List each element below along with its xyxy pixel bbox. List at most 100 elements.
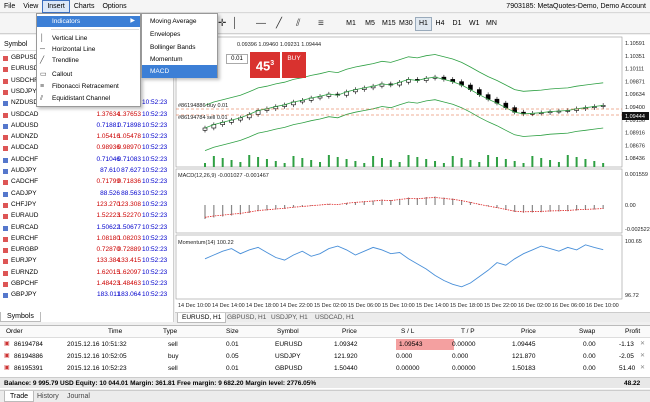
quote-time: 10:52:23 xyxy=(142,200,168,208)
symbol-row[interactable]: EURUSD xyxy=(0,63,174,75)
column-sl[interactable]: S / L xyxy=(401,328,415,335)
horizontal-line-tool-icon[interactable]: — xyxy=(256,18,266,29)
direction-icon xyxy=(3,225,8,231)
menu-item-bollinger-bands[interactable]: Bollinger Bands xyxy=(150,44,196,51)
column-order[interactable]: Order xyxy=(6,328,23,335)
tab-history[interactable]: History xyxy=(37,393,59,400)
chart-tab-eurusd[interactable]: EURUSD, H1 xyxy=(177,313,227,323)
symbol-row[interactable]: GBPUSD xyxy=(0,52,174,64)
chart-tab-usdjpy[interactable]: USDJPY, H1 xyxy=(271,314,308,321)
cursor-tool-icon[interactable]: ✛ xyxy=(218,18,227,29)
channel-tool-icon[interactable]: ⫽ xyxy=(296,18,301,29)
lot-size-field[interactable]: 0.01 xyxy=(226,54,248,64)
symbol-row[interactable]: USDCHF xyxy=(0,75,174,87)
tab-trade[interactable]: Trade xyxy=(4,391,35,402)
volume-bar xyxy=(434,161,437,167)
ask-price: 1.48463 xyxy=(117,280,142,287)
bollinger-lower-line xyxy=(204,99,604,151)
symbol-row[interactable]: CHFJPY 123.270 123.308 10:52:23 xyxy=(0,199,174,211)
bollinger-middle-line xyxy=(204,76,604,129)
timeframe-m5[interactable]: M5 xyxy=(365,20,375,27)
chart-tab-usdcad[interactable]: USDCAD, H1 xyxy=(315,314,355,321)
menu-item-horizontal-line[interactable]: ─ Horizontal Line xyxy=(37,44,140,55)
fibonacci-tool-icon[interactable]: ≡ xyxy=(318,18,324,29)
menu-options[interactable]: Options xyxy=(102,2,127,10)
symbol-row[interactable]: GBPCHF 1.48423 1.48463 10:52:23 xyxy=(0,278,174,290)
timeframe-m15[interactable]: M15 xyxy=(382,20,396,27)
trade-panel: Order Time Type Size Symbol Price S / L … xyxy=(0,325,650,389)
tab-symbols[interactable]: Symbols xyxy=(0,312,41,322)
trade-row[interactable]: ▣ 86194886 2015.12.16 10:52:05 buy 0.05 USDJP… xyxy=(0,351,650,362)
direction-icon xyxy=(3,214,8,220)
column-price[interactable]: Price xyxy=(342,328,357,335)
timeframe-h4[interactable]: H4 xyxy=(435,20,445,27)
symbol-row[interactable]: EURAUD 1.52223 1.52270 10:52:23 xyxy=(0,210,174,222)
column-swap[interactable]: Swap xyxy=(579,328,596,335)
column-profit[interactable]: Profit xyxy=(625,328,641,335)
tab-journal[interactable]: Journal xyxy=(67,393,90,400)
menu-view[interactable]: View xyxy=(23,2,39,10)
crosshair-tool-icon[interactable]: │ xyxy=(232,18,239,29)
column-time[interactable]: Time xyxy=(108,328,123,335)
symbol-row[interactable]: USDJPY xyxy=(0,86,174,98)
symbol-row[interactable]: USDCAD 1.37634 1.37653 10:52:23 xyxy=(0,109,174,121)
volume-bar xyxy=(425,159,428,167)
symbol-row[interactable]: AUDCHF 0.71046 0.71083 10:52:23 xyxy=(0,154,174,166)
menu-item-trendline[interactable]: ╱ Trendline xyxy=(37,55,140,66)
trade-row[interactable]: ▣ 86194784 2015.12.16 10:51:32 sell 0.01 EURU… xyxy=(0,339,650,350)
take-profit: 0.000 xyxy=(452,353,469,360)
chart-window[interactable]: 1.10591 1.10351 1.10111 1.09871 1.09634 1.094… xyxy=(175,35,650,322)
column-size[interactable]: Size xyxy=(226,328,239,335)
symbol-row[interactable]: EURCAD 1.50622 1.50677 10:52:23 xyxy=(0,222,174,234)
menu-file[interactable]: File xyxy=(4,2,16,10)
trade-row[interactable]: ▣ 86195391 2015.12.16 10:52:23 sell 0.01 GBPU… xyxy=(0,363,650,374)
sell-price-button[interactable]: 453 xyxy=(250,52,280,78)
menu-item-macd[interactable]: MACD xyxy=(142,65,217,78)
symbol-row[interactable]: AUDJPY 87.610 87.627 10:52:23 xyxy=(0,165,174,177)
close-order-icon[interactable]: ✕ xyxy=(640,353,646,359)
timeframe-mn[interactable]: MN xyxy=(486,20,497,27)
close-order-icon[interactable]: ✕ xyxy=(640,365,646,371)
price-chart[interactable]: 1.10591 1.10351 1.10111 1.09871 1.09634 1.094… xyxy=(175,35,650,312)
column-current-price[interactable]: Price xyxy=(521,328,536,335)
column-tp[interactable]: T / P xyxy=(461,328,475,335)
time-axis-label: 15 Dec 10:00 xyxy=(382,303,415,309)
menu-item-callout[interactable]: ▭ Callout xyxy=(37,69,140,80)
symbol-row[interactable]: CADJPY 88.526 88.563 10:52:23 xyxy=(0,188,174,200)
timeframe-h1[interactable]: H1 xyxy=(415,17,432,31)
menu-item-moving-average[interactable]: Moving Average xyxy=(150,18,197,25)
timeframe-m1[interactable]: M1 xyxy=(346,20,356,27)
buy-button[interactable]: BUY xyxy=(282,52,306,78)
timeframe-m30[interactable]: M30 xyxy=(399,20,413,27)
menu-item-fibonacci[interactable]: ≡ Fibonacci Retracement xyxy=(37,81,140,92)
symbol-row[interactable]: GBPJPY 183.011 183.064 10:52:23 xyxy=(0,289,174,301)
menu-item-envelopes[interactable]: Envelopes xyxy=(150,31,181,38)
quote-time: 10:52:23 xyxy=(142,257,168,265)
chart-tab-gbpusd[interactable]: GBPUSD, H1 xyxy=(227,314,267,321)
column-symbol[interactable]: Symbol xyxy=(4,41,28,48)
symbol-row[interactable]: AUDUSD 0.71881 0.71898 10:52:23 xyxy=(0,120,174,132)
symbol-row[interactable]: EURNZD 1.62015 1.62097 10:52:23 xyxy=(0,267,174,279)
menu-item-vertical-line[interactable]: │ Vertical Line xyxy=(37,33,140,44)
column-type[interactable]: Type xyxy=(163,328,178,335)
symbol-row[interactable]: EURGBP 0.72870 0.72889 10:52:23 xyxy=(0,244,174,256)
close-order-icon[interactable]: ✕ xyxy=(640,341,646,347)
menu-insert[interactable]: Insert xyxy=(42,0,70,13)
symbol-row[interactable]: AUDNZD 1.05416 1.05478 10:52:23 xyxy=(0,131,174,143)
menu-item-indicators[interactable]: Indicators ▶ xyxy=(37,16,140,27)
time-axis-label: 15 Dec 22:00 xyxy=(484,303,517,309)
menu-item-momentum[interactable]: Momentum xyxy=(150,56,183,63)
quote-time: 10:52:23 xyxy=(142,99,168,107)
timeframe-w1[interactable]: W1 xyxy=(469,20,480,27)
bid-price: 1.52223 xyxy=(96,212,121,220)
trendline-tool-icon[interactable]: ╱ xyxy=(276,18,283,29)
timeframe-d1[interactable]: D1 xyxy=(452,20,462,27)
symbol-row[interactable]: AUDCAD 0.98936 0.98970 10:52:23 xyxy=(0,142,174,154)
column-symbol[interactable]: Symbol xyxy=(277,328,299,335)
symbol-row[interactable]: EURCHF 1.08180 1.08203 10:52:23 xyxy=(0,233,174,245)
order-size: 0.01 xyxy=(226,341,239,348)
symbol-row[interactable]: CADCHF 0.71799 0.71836 10:52:23 xyxy=(0,176,174,188)
menu-charts[interactable]: Charts xyxy=(73,2,95,10)
symbol-row[interactable]: EURJPY 133.384 133.415 10:52:23 xyxy=(0,255,174,267)
menu-item-equidistant-channel[interactable]: ⫽ Equidistant Channel xyxy=(37,93,140,104)
